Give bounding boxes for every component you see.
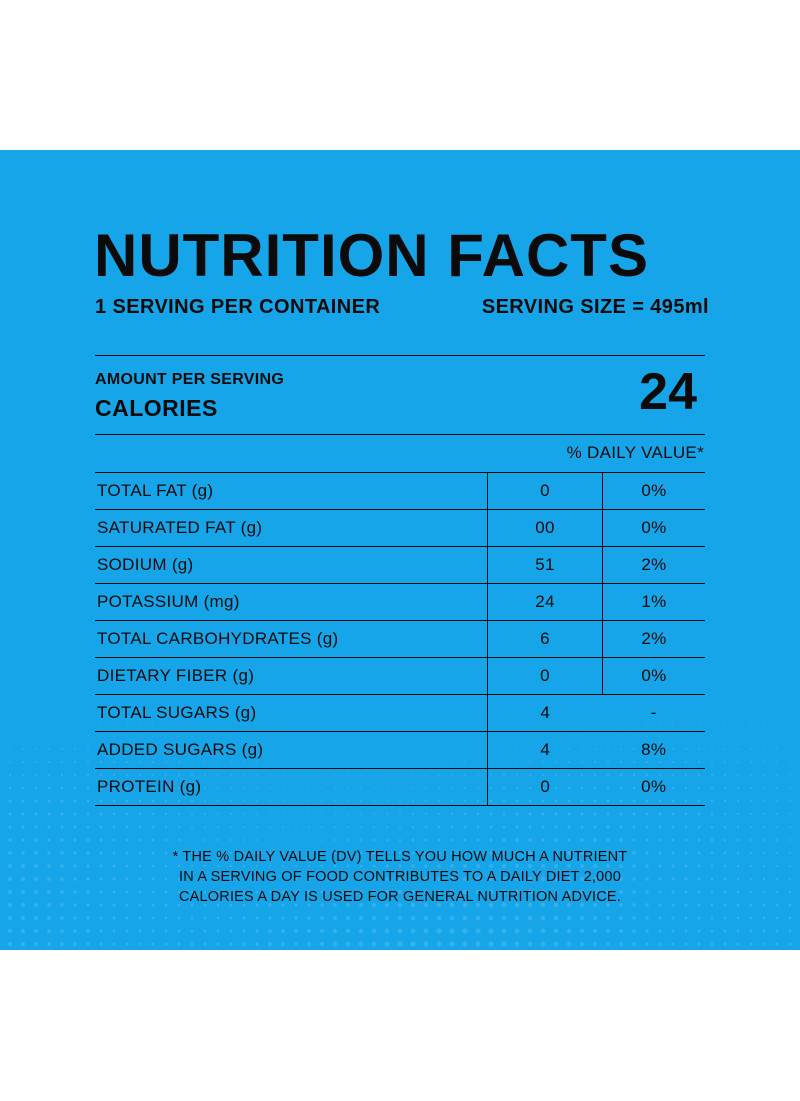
nutrient-daily-value: 1% [602, 583, 705, 621]
table-row: TOTAL CARBOHYDRATES (g) 6 2% [95, 620, 705, 658]
amount-per-serving-label: AMOUNT PER SERVING [95, 371, 285, 388]
footnote-line: IN A SERVING OF FOOD CONTRIBUTES TO A DA… [179, 869, 621, 885]
nutrient-daily-value: 0% [602, 509, 705, 547]
servings-per-container: 1 SERVING PER CONTAINER [95, 296, 381, 318]
daily-value-footnote: * THE % DAILY VALUE (DV) TELLS YOU HOW M… [0, 847, 800, 907]
nutrient-name: DIETARY FIBER (g) [95, 657, 488, 695]
nutrient-daily-value: 2% [602, 620, 705, 658]
nutrient-daily-value: 0% [602, 657, 705, 695]
nutrient-name: TOTAL CARBOHYDRATES (g) [95, 620, 488, 658]
nutrient-amount: 0 [487, 768, 603, 806]
nutrient-amount: 4 [487, 731, 603, 769]
nutrient-amount: 00 [487, 509, 603, 547]
nutrient-table: TOTAL FAT (g) 0 0% SATURATED FAT (g) 00 … [95, 472, 705, 806]
nutrition-panel: NUTRITION FACTS 1 SERVING PER CONTAINER … [0, 150, 800, 950]
calories-value: 24 [639, 363, 697, 421]
nutrient-name: TOTAL FAT (g) [95, 472, 488, 510]
divider-top [95, 355, 705, 356]
nutrient-daily-value: 2% [602, 546, 705, 584]
table-row: DIETARY FIBER (g) 0 0% [95, 657, 705, 695]
nutrient-name: POTASSIUM (mg) [95, 583, 488, 621]
table-row: ADDED SUGARS (g) 4 8% [95, 731, 705, 769]
nutrient-amount: 24 [487, 583, 603, 621]
nutrient-amount: 4 [487, 694, 603, 732]
nutrient-daily-value: 0% [602, 472, 705, 510]
serving-size: SERVING SIZE = 495ml [481, 296, 709, 318]
footnote-line: * THE % DAILY VALUE (DV) TELLS YOU HOW M… [172, 849, 628, 865]
page-title: NUTRITION FACTS [94, 222, 649, 289]
table-row: SODIUM (g) 51 2% [95, 546, 705, 584]
nutrient-name: ADDED SUGARS (g) [95, 731, 488, 769]
nutrient-amount: 0 [487, 657, 603, 695]
divider-calories [95, 434, 705, 435]
table-row: SATURATED FAT (g) 00 0% [95, 509, 705, 547]
table-row: POTASSIUM (mg) 24 1% [95, 583, 705, 621]
calories-label: CALORIES [95, 395, 218, 421]
nutrient-name: TOTAL SUGARS (g) [95, 694, 488, 732]
nutrient-daily-value: - [602, 694, 705, 732]
nutrient-amount: 6 [487, 620, 603, 658]
table-row: PROTEIN (g) 0 0% [95, 768, 705, 806]
nutrient-name: PROTEIN (g) [95, 768, 488, 806]
nutrient-amount: 51 [487, 546, 603, 584]
nutrient-daily-value: 0% [602, 768, 705, 806]
nutrient-name: SODIUM (g) [95, 546, 488, 584]
nutrient-name: SATURATED FAT (g) [95, 509, 488, 547]
table-row: TOTAL SUGARS (g) 4 - [95, 694, 705, 732]
daily-value-header: % DAILY VALUE* [566, 443, 704, 462]
table-row: TOTAL FAT (g) 0 0% [95, 472, 705, 510]
nutrient-amount: 0 [487, 472, 603, 510]
nutrient-daily-value: 8% [602, 731, 705, 769]
footnote-line: CALORIES A DAY IS USED FOR GENERAL NUTRI… [178, 889, 621, 905]
